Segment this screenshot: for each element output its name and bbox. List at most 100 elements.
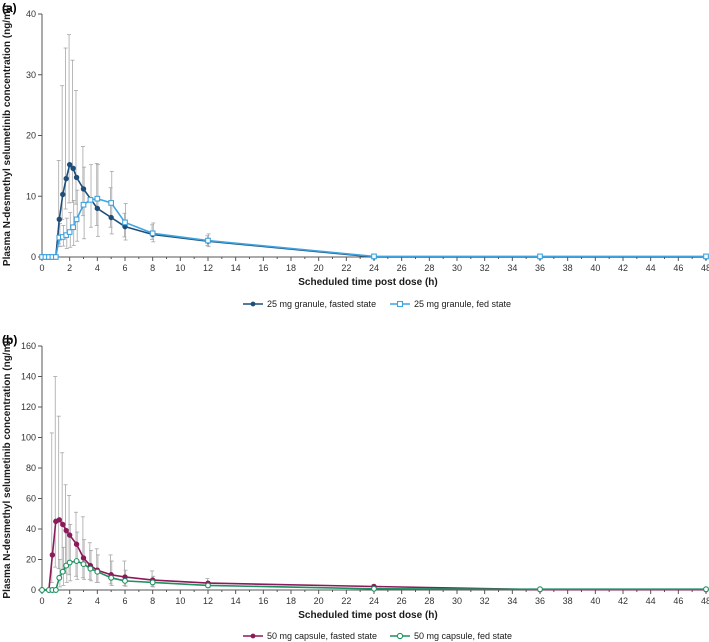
x-tick-label: 16: [258, 596, 268, 606]
y-tick-label: 140: [21, 372, 36, 382]
x-tick-label: 38: [563, 596, 573, 606]
data-point: [80, 555, 87, 561]
data-point: [63, 527, 69, 534]
x-tick-label: 34: [507, 596, 517, 606]
data-point: [537, 586, 543, 593]
series-line: [42, 197, 706, 258]
x-tick-label: 2: [67, 263, 72, 273]
x-tick-label: 18: [286, 263, 296, 273]
x-tick-label: 12: [203, 596, 213, 606]
data-point: [703, 586, 709, 593]
data-point: [537, 253, 543, 260]
data-point: [66, 161, 73, 168]
x-tick-label: 12: [203, 263, 213, 273]
x-tick-label: 42: [618, 596, 628, 606]
y-tick-label: 40: [26, 9, 36, 19]
x-tick-label: 20: [314, 596, 324, 606]
x-tick-label: 30: [452, 263, 462, 273]
x-tick-label: 34: [507, 263, 517, 273]
data-point: [60, 521, 66, 528]
data-point: [80, 561, 87, 568]
y-tick-label: 30: [26, 70, 36, 80]
x-tick-label: 36: [535, 263, 545, 273]
x-tick-label: 18: [286, 596, 296, 606]
x-tick-label: 14: [231, 263, 241, 273]
x-tick-label: 26: [397, 263, 407, 273]
legend-label: 25 mg granule, fed state: [414, 299, 511, 309]
data-point: [371, 253, 377, 260]
series-line: [42, 518, 706, 591]
x-tick-label: 42: [618, 263, 628, 273]
data-point: [94, 205, 101, 212]
x-tick-label: 36: [535, 596, 545, 606]
x-axis-title: Scheduled time post dose (h): [298, 610, 437, 621]
data-point: [87, 197, 94, 203]
y-tick-label: 0: [31, 252, 36, 262]
x-tick-label: 14: [231, 596, 241, 606]
y-axis-title: Plasma N-desmethyl selumetinib concentra…: [2, 337, 13, 598]
legend: 25 mg granule, fasted state 25 mg granule…: [243, 299, 511, 309]
data-point: [56, 216, 62, 223]
x-tick-label: 38: [563, 263, 573, 273]
data-point: [66, 532, 73, 538]
data-point: [63, 232, 70, 238]
y-tick-label: 160: [21, 341, 36, 351]
x-axis-title: Scheduled time post dose (h): [298, 277, 437, 288]
x-tick-label: 48: [701, 263, 709, 273]
y-tick-label: 40: [26, 524, 36, 534]
legend-label: 50 mg capsule, fasted state: [267, 631, 377, 641]
data-point: [108, 574, 115, 581]
data-point: [66, 229, 73, 235]
data-point: [73, 216, 80, 223]
x-tick-label: 6: [122, 596, 127, 606]
legend-label: 50 mg capsule, fed state: [414, 631, 512, 641]
data-point: [52, 587, 59, 593]
data-point: [94, 195, 101, 202]
data-point: [80, 201, 87, 208]
data-point: [66, 559, 73, 566]
x-tick-label: 32: [480, 596, 490, 606]
legend-marker: [396, 632, 404, 640]
x-tick-label: 46: [673, 596, 683, 606]
x-tick-label: 48: [701, 596, 709, 606]
x-tick-label: 8: [150, 596, 155, 606]
y-tick-label: 10: [26, 191, 36, 201]
x-tick-label: 40: [590, 596, 600, 606]
data-point: [56, 574, 63, 581]
y-tick-label: 100: [21, 433, 36, 443]
data-point: [73, 558, 80, 564]
x-tick-label: 4: [95, 596, 100, 606]
series-line: [42, 163, 706, 258]
x-tick-label: 28: [424, 263, 434, 273]
data-point: [56, 517, 62, 523]
x-tick-label: 26: [397, 596, 407, 606]
y-tick-label: 20: [26, 131, 36, 141]
y-tick-label: 20: [26, 555, 36, 565]
x-tick-label: 22: [341, 596, 351, 606]
data-point: [73, 541, 80, 547]
data-point: [371, 585, 377, 592]
data-point: [205, 582, 211, 589]
x-tick-label: 0: [39, 596, 44, 606]
x-tick-label: 10: [175, 596, 185, 606]
data-point: [80, 186, 87, 192]
data-point: [703, 253, 709, 260]
data-point: [108, 200, 115, 206]
y-tick-label: 80: [26, 463, 36, 473]
data-point: [87, 565, 94, 572]
data-point: [122, 577, 128, 584]
x-tick-label: 10: [175, 263, 185, 273]
data-point: [149, 579, 156, 586]
data-point: [205, 237, 211, 244]
x-tick-label: 6: [122, 263, 127, 273]
data-point: [149, 230, 156, 237]
legend-marker: [396, 300, 404, 308]
data-point: [59, 568, 66, 575]
x-tick-label: 2: [67, 596, 72, 606]
x-tick-label: 30: [452, 596, 462, 606]
x-tick-label: 0: [39, 263, 44, 273]
x-tick-label: 4: [95, 263, 100, 273]
x-tick-label: 44: [646, 263, 656, 273]
